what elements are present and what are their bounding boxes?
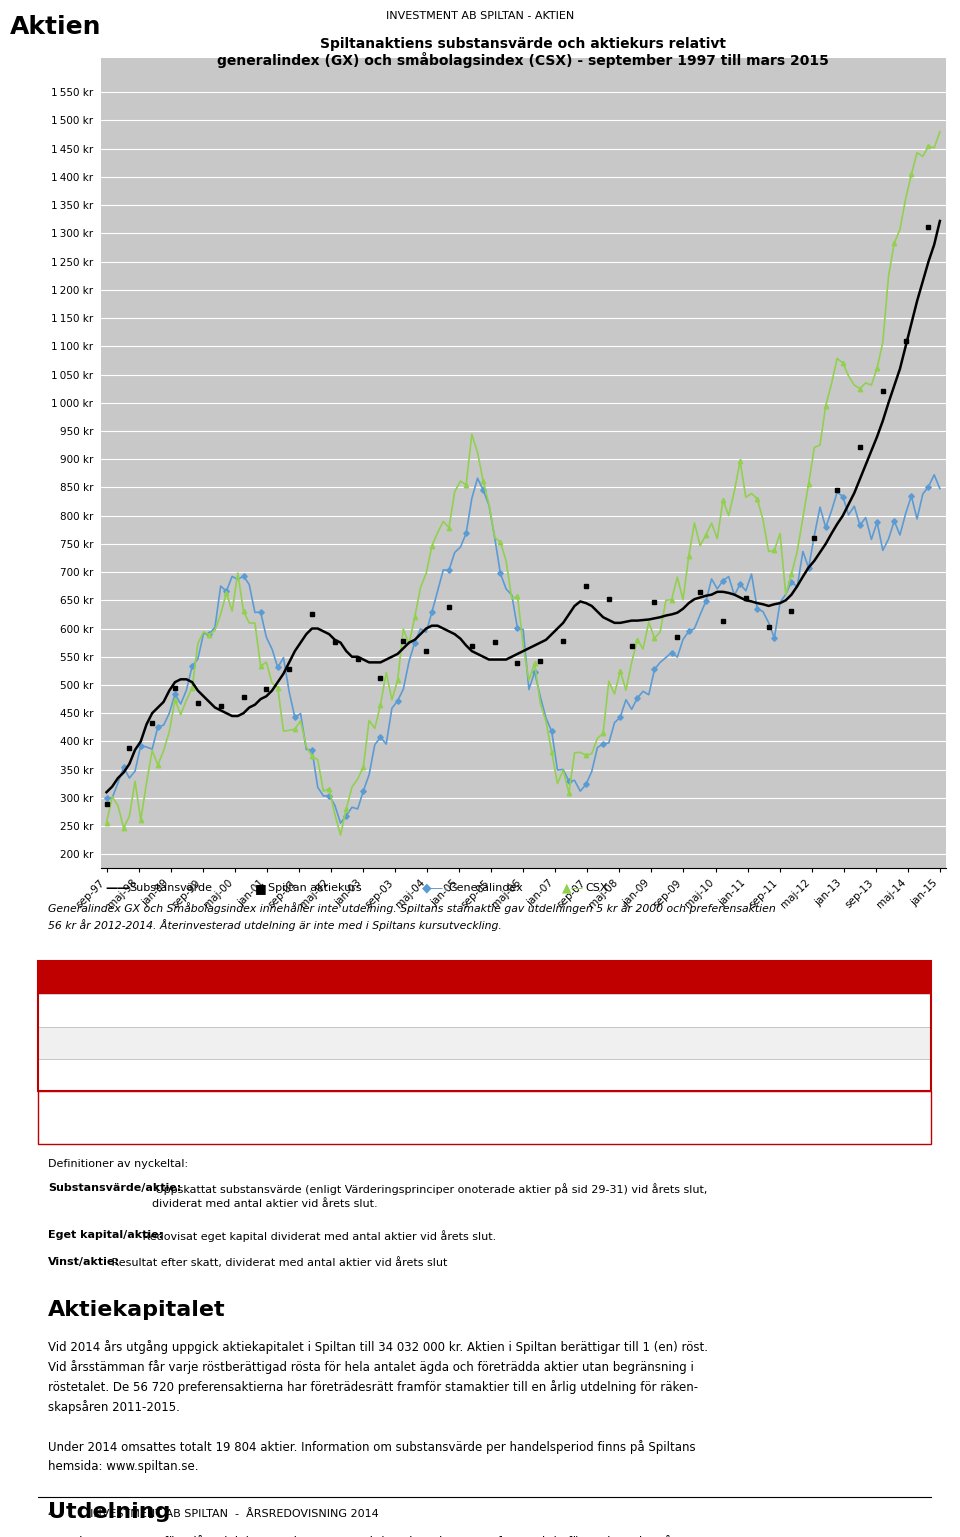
Text: 628: 628 xyxy=(892,1037,913,1048)
Text: 640: 640 xyxy=(660,1005,681,1016)
Text: ▲—: ▲— xyxy=(562,882,584,895)
Text: 605: 605 xyxy=(427,1005,448,1016)
Text: 2011: 2011 xyxy=(712,973,744,982)
Text: Definitioner av nyckeltal:: Definitioner av nyckeltal: xyxy=(48,1159,188,1170)
Text: 551: 551 xyxy=(776,1037,797,1048)
Text: 55: 55 xyxy=(895,1070,909,1081)
Text: 493: 493 xyxy=(486,1037,507,1048)
Text: Generalindex: Generalindex xyxy=(448,884,523,893)
Text: Resultat efter skatt, dividerat med antal aktier vid årets slut: Resultat efter skatt, dividerat med anta… xyxy=(108,1257,448,1268)
Text: 2005: 2005 xyxy=(365,973,396,982)
Text: 2010: 2010 xyxy=(655,973,685,982)
Text: -27: -27 xyxy=(545,1070,564,1081)
Text: 2014: 2014 xyxy=(887,973,918,982)
Text: 444: 444 xyxy=(427,1037,448,1048)
Text: 2003: 2003 xyxy=(249,973,279,982)
Text: 582: 582 xyxy=(833,1037,854,1048)
Text: 53: 53 xyxy=(315,1070,329,1081)
Text: 506: 506 xyxy=(660,1037,681,1048)
Text: Nyckeltal per aktie: Nyckeltal per aktie xyxy=(78,973,196,982)
Text: 513: 513 xyxy=(370,1005,391,1016)
Text: Substansvärde/aktie:: Substansvärde/aktie: xyxy=(48,1183,181,1194)
Text: 464: 464 xyxy=(601,1037,623,1048)
Text: ——: —— xyxy=(106,882,131,895)
Text: 2004: 2004 xyxy=(306,973,337,982)
Text: Styrelsen avser att föreslå utdelningen 0 kr per stamaktie och 56 kr per prefere: Styrelsen avser att föreslå utdelningen … xyxy=(48,1535,726,1537)
Text: 20: 20 xyxy=(721,1070,735,1081)
Text: 4: 4 xyxy=(782,1070,790,1081)
Text: 429: 429 xyxy=(370,1037,391,1048)
Text: 311: 311 xyxy=(253,1037,275,1048)
Text: 517: 517 xyxy=(543,1005,564,1016)
Text: 541: 541 xyxy=(717,1005,738,1016)
Text: ◆—: ◆— xyxy=(422,882,444,895)
Text: 526: 526 xyxy=(717,1037,738,1048)
Text: Spiltan aktiekurs: Spiltan aktiekurs xyxy=(268,884,362,893)
Text: ** Substansvärdet vid handelsperioden i januari 2015 var 1284 kr/aktie. Efter ny: ** Substansvärdet vid handelsperioden i … xyxy=(44,1096,623,1119)
Text: 8: 8 xyxy=(434,1070,442,1081)
Text: Generalindex GX och Småbolagsindex innehåller inte utdelning. Spiltans stamaktie: Generalindex GX och Småbolagsindex inneh… xyxy=(48,902,776,931)
Text: Substansvärde /aktie, kr: Substansvärde /aktie, kr xyxy=(44,1005,180,1016)
Text: Under 2014 omsattes totalt 19 804 aktier. Information om substansvärde per hande: Under 2014 omsattes totalt 19 804 aktier… xyxy=(48,1440,696,1472)
Text: 479: 479 xyxy=(543,1037,564,1048)
Text: -15: -15 xyxy=(603,1070,621,1081)
Text: 40: 40 xyxy=(837,1070,852,1081)
Text: Eget kapital/aktie:: Eget kapital/aktie: xyxy=(48,1230,163,1240)
Text: Utdelning: Utdelning xyxy=(48,1502,171,1522)
Text: 42: 42 xyxy=(663,1070,677,1081)
Text: 1045: 1045 xyxy=(830,1005,858,1016)
Text: 562: 562 xyxy=(602,1005,623,1016)
Text: 43: 43 xyxy=(489,1070,503,1081)
Text: Substansvärde: Substansvärde xyxy=(130,884,212,893)
Text: Vinst/aktie:: Vinst/aktie: xyxy=(48,1257,120,1268)
Text: ■: ■ xyxy=(254,882,266,895)
Text: 66: 66 xyxy=(372,1070,387,1081)
Text: generalindex (GX) och småbolagsindex (CSX) - september 1997 till mars 2015: generalindex (GX) och småbolagsindex (CS… xyxy=(217,52,829,68)
Text: 4          INVESTMENT AB SPILTAN  -  ÅRSREDOVISNING 2014: 4 INVESTMENT AB SPILTAN - ÅRSREDOVISNING… xyxy=(48,1509,379,1520)
Text: 1322**: 1322** xyxy=(882,1005,922,1016)
Text: -21: -21 xyxy=(254,1070,273,1081)
Text: Uppskattat substansvärde (enligt Värderingsprinciper onoterade aktier på sid 29-: Uppskattat substansvärde (enligt Värderi… xyxy=(152,1183,708,1208)
Text: 2006: 2006 xyxy=(422,973,453,982)
Text: Eget kapital/aktie, kr: Eget kapital/aktie, kr xyxy=(44,1037,160,1048)
Text: Vid 2014 års utgång uppgick aktiekapitalet i Spiltan till 34 032 000 kr. Aktien : Vid 2014 års utgång uppgick aktiekapital… xyxy=(48,1340,708,1414)
Text: 424: 424 xyxy=(311,1005,332,1016)
Text: Spiltanaktiens substansvärde och aktiekurs relativt: Spiltanaktiens substansvärde och aktieku… xyxy=(321,37,726,51)
Text: 363: 363 xyxy=(311,1037,332,1048)
Text: 2009: 2009 xyxy=(596,973,628,982)
Text: Redovisat eget kapital dividerat med antal aktier vid årets slut.: Redovisat eget kapital dividerat med ant… xyxy=(139,1230,496,1242)
Text: INVESTMENT AB SPILTAN - AKTIEN: INVESTMENT AB SPILTAN - AKTIEN xyxy=(386,11,574,22)
Text: 2007: 2007 xyxy=(481,973,512,982)
Text: 692: 692 xyxy=(776,1005,797,1016)
Text: Aktiekapitalet: Aktiekapitalet xyxy=(48,1300,226,1320)
Text: 624: 624 xyxy=(486,1005,507,1016)
Text: Aktien: Aktien xyxy=(10,15,101,40)
Text: 2013: 2013 xyxy=(828,973,859,982)
Text: CSX: CSX xyxy=(586,884,608,893)
Text: 2012: 2012 xyxy=(771,973,802,982)
Text: 2008: 2008 xyxy=(539,973,569,982)
Text: Vinst/aktie, kr: Vinst/aktie, kr xyxy=(44,1070,122,1081)
Text: 330: 330 xyxy=(253,1005,275,1016)
